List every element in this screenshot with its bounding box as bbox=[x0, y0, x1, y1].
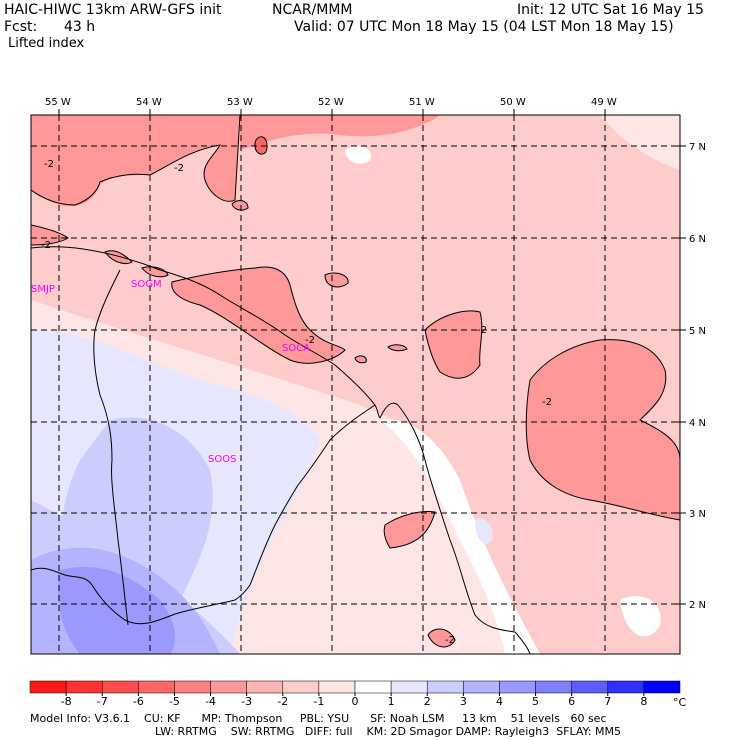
colorbar-swatch bbox=[643, 680, 681, 694]
field-neg2-patch2 bbox=[425, 310, 482, 379]
station-label-soca: SOCA bbox=[282, 343, 310, 354]
field-neg2-patch7 bbox=[388, 344, 407, 351]
model-info-line1: Model Info: V3.6.1 CU: KF MP: Thompson P… bbox=[30, 712, 607, 725]
colorbar-level-label: 2 bbox=[424, 695, 431, 708]
org-label: NCAR/MMM bbox=[272, 2, 353, 18]
lon-label: 49 W bbox=[591, 97, 617, 108]
field-neg2-patch9 bbox=[232, 200, 248, 211]
colorbar-swatch bbox=[463, 680, 500, 694]
field-neg2-soca bbox=[171, 266, 345, 364]
colorbar-level-label: 0 bbox=[352, 695, 359, 708]
lon-label: 51 W bbox=[409, 97, 435, 108]
axis-ticks bbox=[58, 109, 686, 605]
valid-time: Valid: 07 UTC Mon 18 May 15 (04 LST Mon … bbox=[294, 19, 674, 35]
colorbar-level-label: -8 bbox=[61, 695, 72, 708]
colorbar-swatch bbox=[354, 680, 392, 694]
colorbar-level-label: -7 bbox=[97, 695, 108, 708]
contour-label: -2 bbox=[305, 335, 315, 346]
fcst-value: 43 h bbox=[64, 19, 96, 35]
lat-label: 2 N bbox=[689, 600, 706, 611]
colorbar-swatch bbox=[390, 680, 428, 694]
colorbar-swatch bbox=[29, 680, 67, 694]
colorbar-level-label: -6 bbox=[133, 695, 144, 708]
init-time: Init: 12 UTC Sat 16 May 15 bbox=[517, 2, 704, 18]
lat-label: 3 N bbox=[689, 509, 706, 520]
colorbar-swatch bbox=[499, 680, 536, 694]
contour-label: -2 bbox=[41, 240, 51, 251]
lat-label: 4 N bbox=[689, 418, 706, 429]
lon-label: 50 W bbox=[500, 97, 526, 108]
colorbar-swatch bbox=[607, 680, 645, 694]
colorbar-level-label: 6 bbox=[568, 695, 575, 708]
graticule bbox=[31, 115, 680, 654]
lon-label: 52 W bbox=[318, 97, 344, 108]
field-neg2-east bbox=[526, 339, 680, 520]
colorbar-swatch bbox=[571, 680, 609, 694]
lat-label: 7 N bbox=[689, 142, 706, 153]
colorbar-swatch bbox=[101, 680, 139, 694]
colorbar-level-label: -1 bbox=[313, 695, 324, 708]
colorbar-level-label: 1 bbox=[388, 695, 395, 708]
field-name: Lifted index bbox=[8, 36, 85, 51]
colorbar-level-label: -4 bbox=[205, 695, 216, 708]
field-zero-patch-ne bbox=[600, 115, 680, 170]
colorbar-swatch bbox=[426, 680, 464, 694]
colorbar-swatch bbox=[138, 680, 175, 694]
lon-label: 53 W bbox=[227, 97, 253, 108]
field-neg2-patch5 bbox=[105, 250, 132, 264]
field-white-coast bbox=[380, 419, 540, 654]
field-white-se bbox=[620, 596, 661, 637]
field-neg2-patch3 bbox=[384, 511, 435, 548]
colorbar-swatch bbox=[246, 680, 284, 694]
colorbar-swatch bbox=[210, 680, 247, 694]
colorbar-swatch bbox=[282, 680, 320, 694]
model-title: HAIC-HIWC 13km ARW-GFS init bbox=[4, 2, 222, 18]
model-info-line2: LW: RRTMG SW: RRTMG DIFF: full KM: 2D Sm… bbox=[155, 725, 621, 738]
colorbar-level-label: 5 bbox=[532, 695, 539, 708]
field-neg2-patch4 bbox=[428, 628, 455, 647]
lat-label: 6 N bbox=[689, 234, 706, 245]
field-neg2-north bbox=[31, 115, 240, 207]
colorbar-level-label: 7 bbox=[604, 695, 611, 708]
colorbar-level-label: -3 bbox=[241, 695, 252, 708]
contour-label: -2 bbox=[445, 635, 455, 646]
contour-label: -2 bbox=[44, 159, 54, 170]
lat-label: 5 N bbox=[689, 326, 706, 337]
field-neg2-patch1 bbox=[325, 272, 349, 287]
contour-label: -2 bbox=[174, 163, 184, 174]
colorbar-swatch bbox=[535, 680, 572, 694]
colorbar-level-label: -5 bbox=[169, 695, 180, 708]
field-positive-4 bbox=[58, 566, 176, 654]
colorbar-level-label: 3 bbox=[460, 695, 467, 708]
field-white-patch bbox=[345, 145, 371, 164]
colorbar-swatch bbox=[318, 680, 356, 694]
lifted-index-field: -2 -2 -2 -2 -2 -2 -2 SMJP SOGM SOCA SOOS bbox=[31, 115, 680, 654]
colorbar-level-label: 8 bbox=[640, 695, 647, 708]
colorbar-level-label: 4 bbox=[496, 695, 503, 708]
field-neg3-north bbox=[254, 136, 268, 155]
station-label-sogm: SOGM bbox=[131, 279, 162, 290]
colorbar-swatch bbox=[174, 680, 211, 694]
contour-label: -2 bbox=[542, 397, 552, 408]
colorbar: -8 -7 -6 -5 -4 -3 -2 -1 0 1 2 3 4 5 6 7 8 bbox=[29, 680, 681, 708]
lon-label: 55 W bbox=[45, 97, 71, 108]
lon-label: 54 W bbox=[136, 97, 162, 108]
field-neg2-north2 bbox=[240, 115, 440, 150]
colorbar-level-label: -2 bbox=[277, 695, 288, 708]
colorbar-unit: °C bbox=[673, 696, 687, 709]
colorbar-swatch bbox=[65, 680, 103, 694]
station-label-smjp: SMJP bbox=[31, 284, 55, 295]
field-blue-se bbox=[475, 518, 493, 544]
map-frame bbox=[30, 114, 681, 655]
station-label-soos: SOOS bbox=[208, 454, 236, 465]
field-neg2-patch8 bbox=[355, 355, 367, 363]
contour-label: -2 bbox=[477, 325, 487, 336]
fcst-label: Fcst: bbox=[4, 19, 38, 35]
